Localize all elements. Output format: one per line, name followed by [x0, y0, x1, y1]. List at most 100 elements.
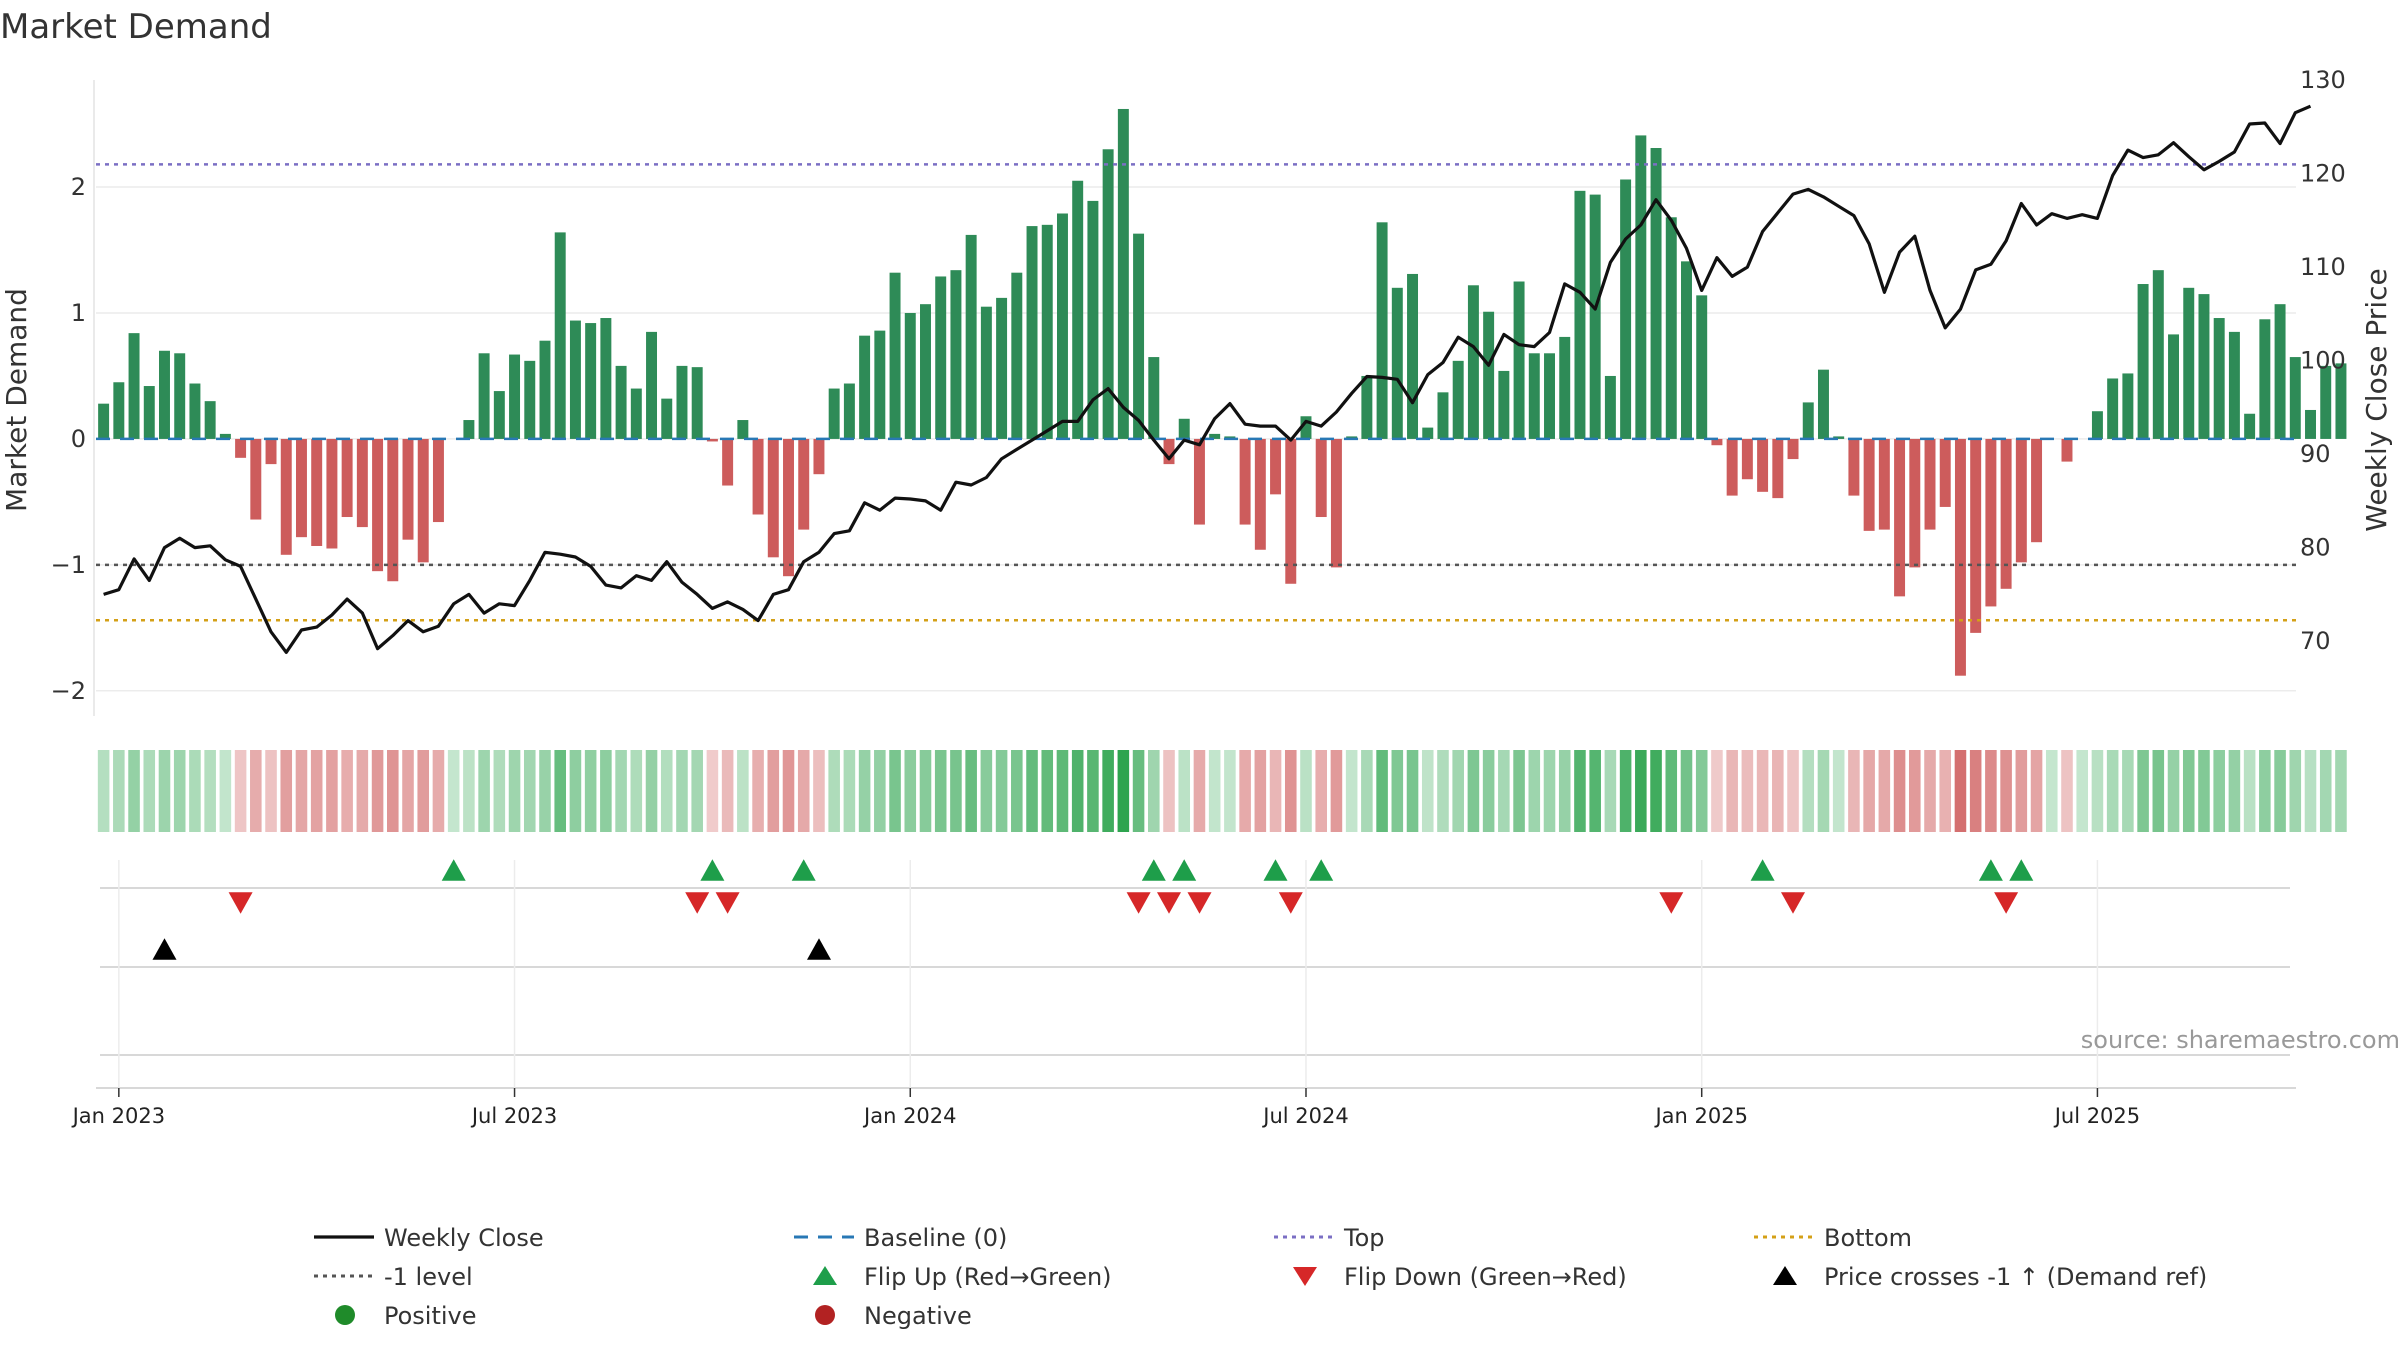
- heat-cell: [1391, 750, 1404, 832]
- legend-label: Bottom: [1824, 1224, 1912, 1252]
- demand-bar: [1346, 436, 1358, 439]
- demand-bar: [661, 398, 673, 439]
- demand-bar: [874, 330, 886, 439]
- demand-bar: [1787, 438, 1799, 460]
- demand-bar: [600, 318, 612, 439]
- source-note: source: sharemaestro.com: [2081, 1026, 2400, 1054]
- heat-cell: [539, 750, 551, 832]
- demand-bar: [1939, 438, 1951, 507]
- demand-bar: [1041, 224, 1053, 439]
- heat-cell: [797, 750, 810, 832]
- demand-bar: [920, 304, 931, 439]
- heat-cell: [1848, 750, 1860, 832]
- heat-cell: [2000, 750, 2012, 832]
- demand-bar: [189, 383, 201, 439]
- heat-cell: [1909, 750, 1921, 832]
- heat-cell: [904, 750, 917, 832]
- heat-cell: [463, 750, 475, 832]
- heat-cell: [1482, 750, 1495, 832]
- chart-title: Market Demand: [0, 7, 272, 47]
- date-tick-label: Jul 2023: [470, 1104, 557, 1128]
- date-tick-label: Jan 2023: [71, 1104, 166, 1128]
- heat-cell: [721, 750, 734, 832]
- demand-bar: [2198, 294, 2210, 439]
- heat-cell: [508, 750, 521, 832]
- heat-cell: [1056, 750, 1069, 832]
- heat-cell: [1787, 750, 1799, 832]
- heat-cell: [1421, 750, 1434, 832]
- demand-bar: [1498, 370, 1510, 439]
- heat-cell: [1178, 750, 1191, 832]
- heat-cell: [660, 750, 673, 832]
- demand-bar: [2091, 411, 2103, 439]
- demand-bar: [1483, 311, 1495, 439]
- demand-bar: [2122, 373, 2134, 439]
- demand-bar: [2289, 357, 2301, 439]
- demand-bar: [615, 365, 627, 439]
- flip-up-marker: [1309, 859, 1334, 881]
- demand-bar: [843, 383, 855, 439]
- heat-cell: [2182, 750, 2195, 832]
- date-tick-label: Jan 2024: [862, 1104, 957, 1128]
- demand-bar: [1681, 261, 1692, 439]
- demand-bar: [1391, 287, 1403, 439]
- demand-bar: [524, 360, 536, 439]
- demand-bar: [174, 353, 186, 439]
- y2-axis-label: Weekly Close Price: [2360, 268, 2393, 531]
- demand-bar: [387, 438, 399, 582]
- legend: Weekly Close Baseline (0) Top Bottom -1 leve…: [314, 1224, 2207, 1330]
- demand-bar: [1696, 295, 1708, 439]
- heat-cell: [630, 750, 643, 832]
- demand-bar: [2061, 438, 2073, 462]
- y2-tick-label: 70: [2300, 627, 2331, 655]
- demand-bar: [1513, 281, 1525, 439]
- heat-cell: [950, 750, 962, 832]
- y-tick-label: 1: [71, 299, 86, 327]
- y-tick-label: 2: [71, 173, 86, 201]
- flip-down-marker: [1126, 892, 1151, 914]
- demand-bar: [950, 270, 962, 439]
- demand-bar: [1133, 233, 1145, 439]
- demand-bar: [859, 335, 871, 439]
- demand-bar: [569, 320, 581, 439]
- demand-bar: [1833, 436, 1845, 439]
- demand-bar: [722, 438, 734, 486]
- heat-cell: [2213, 750, 2225, 832]
- demand-bar: [1270, 438, 1282, 495]
- heat-cell: [1361, 750, 1373, 832]
- demand-bar: [1650, 148, 1662, 439]
- demand-bar: [2305, 409, 2316, 439]
- demand-bar: [1011, 272, 1023, 439]
- heat-cell: [584, 750, 597, 832]
- demand-bar: [2031, 438, 2043, 543]
- flip-up-marker: [1978, 859, 2003, 881]
- heat-cell: [1726, 750, 1738, 832]
- heat-cell: [1117, 750, 1130, 832]
- demand-bar: [585, 323, 597, 439]
- heat-cell: [1041, 750, 1054, 832]
- heat-cell: [1376, 750, 1388, 832]
- demand-bar: [265, 438, 277, 465]
- flip-down-marker: [1157, 892, 1181, 914]
- demand-bar: [113, 382, 125, 439]
- heat-cell: [600, 750, 612, 832]
- heat-cell: [234, 750, 247, 832]
- demand-bar: [1163, 438, 1175, 465]
- y-axis-label: Market Demand: [0, 288, 33, 512]
- demand-bar: [965, 234, 977, 439]
- heat-cell: [2122, 750, 2134, 832]
- demand-bar: [1376, 222, 1388, 439]
- heat-cell: [1954, 750, 1967, 832]
- demand-bar: [235, 438, 247, 458]
- demand-bar: [2107, 378, 2119, 439]
- heat-cell: [1406, 750, 1419, 832]
- heat-cell: [1513, 750, 1525, 832]
- heat-cell: [1680, 750, 1693, 832]
- demand-bar: [630, 388, 642, 439]
- legend-label: Positive: [384, 1302, 477, 1330]
- demand-bar: [2244, 413, 2256, 439]
- heat-cell: [310, 750, 323, 832]
- demand-bar: [1087, 200, 1099, 439]
- signal-panels: [96, 859, 2296, 1089]
